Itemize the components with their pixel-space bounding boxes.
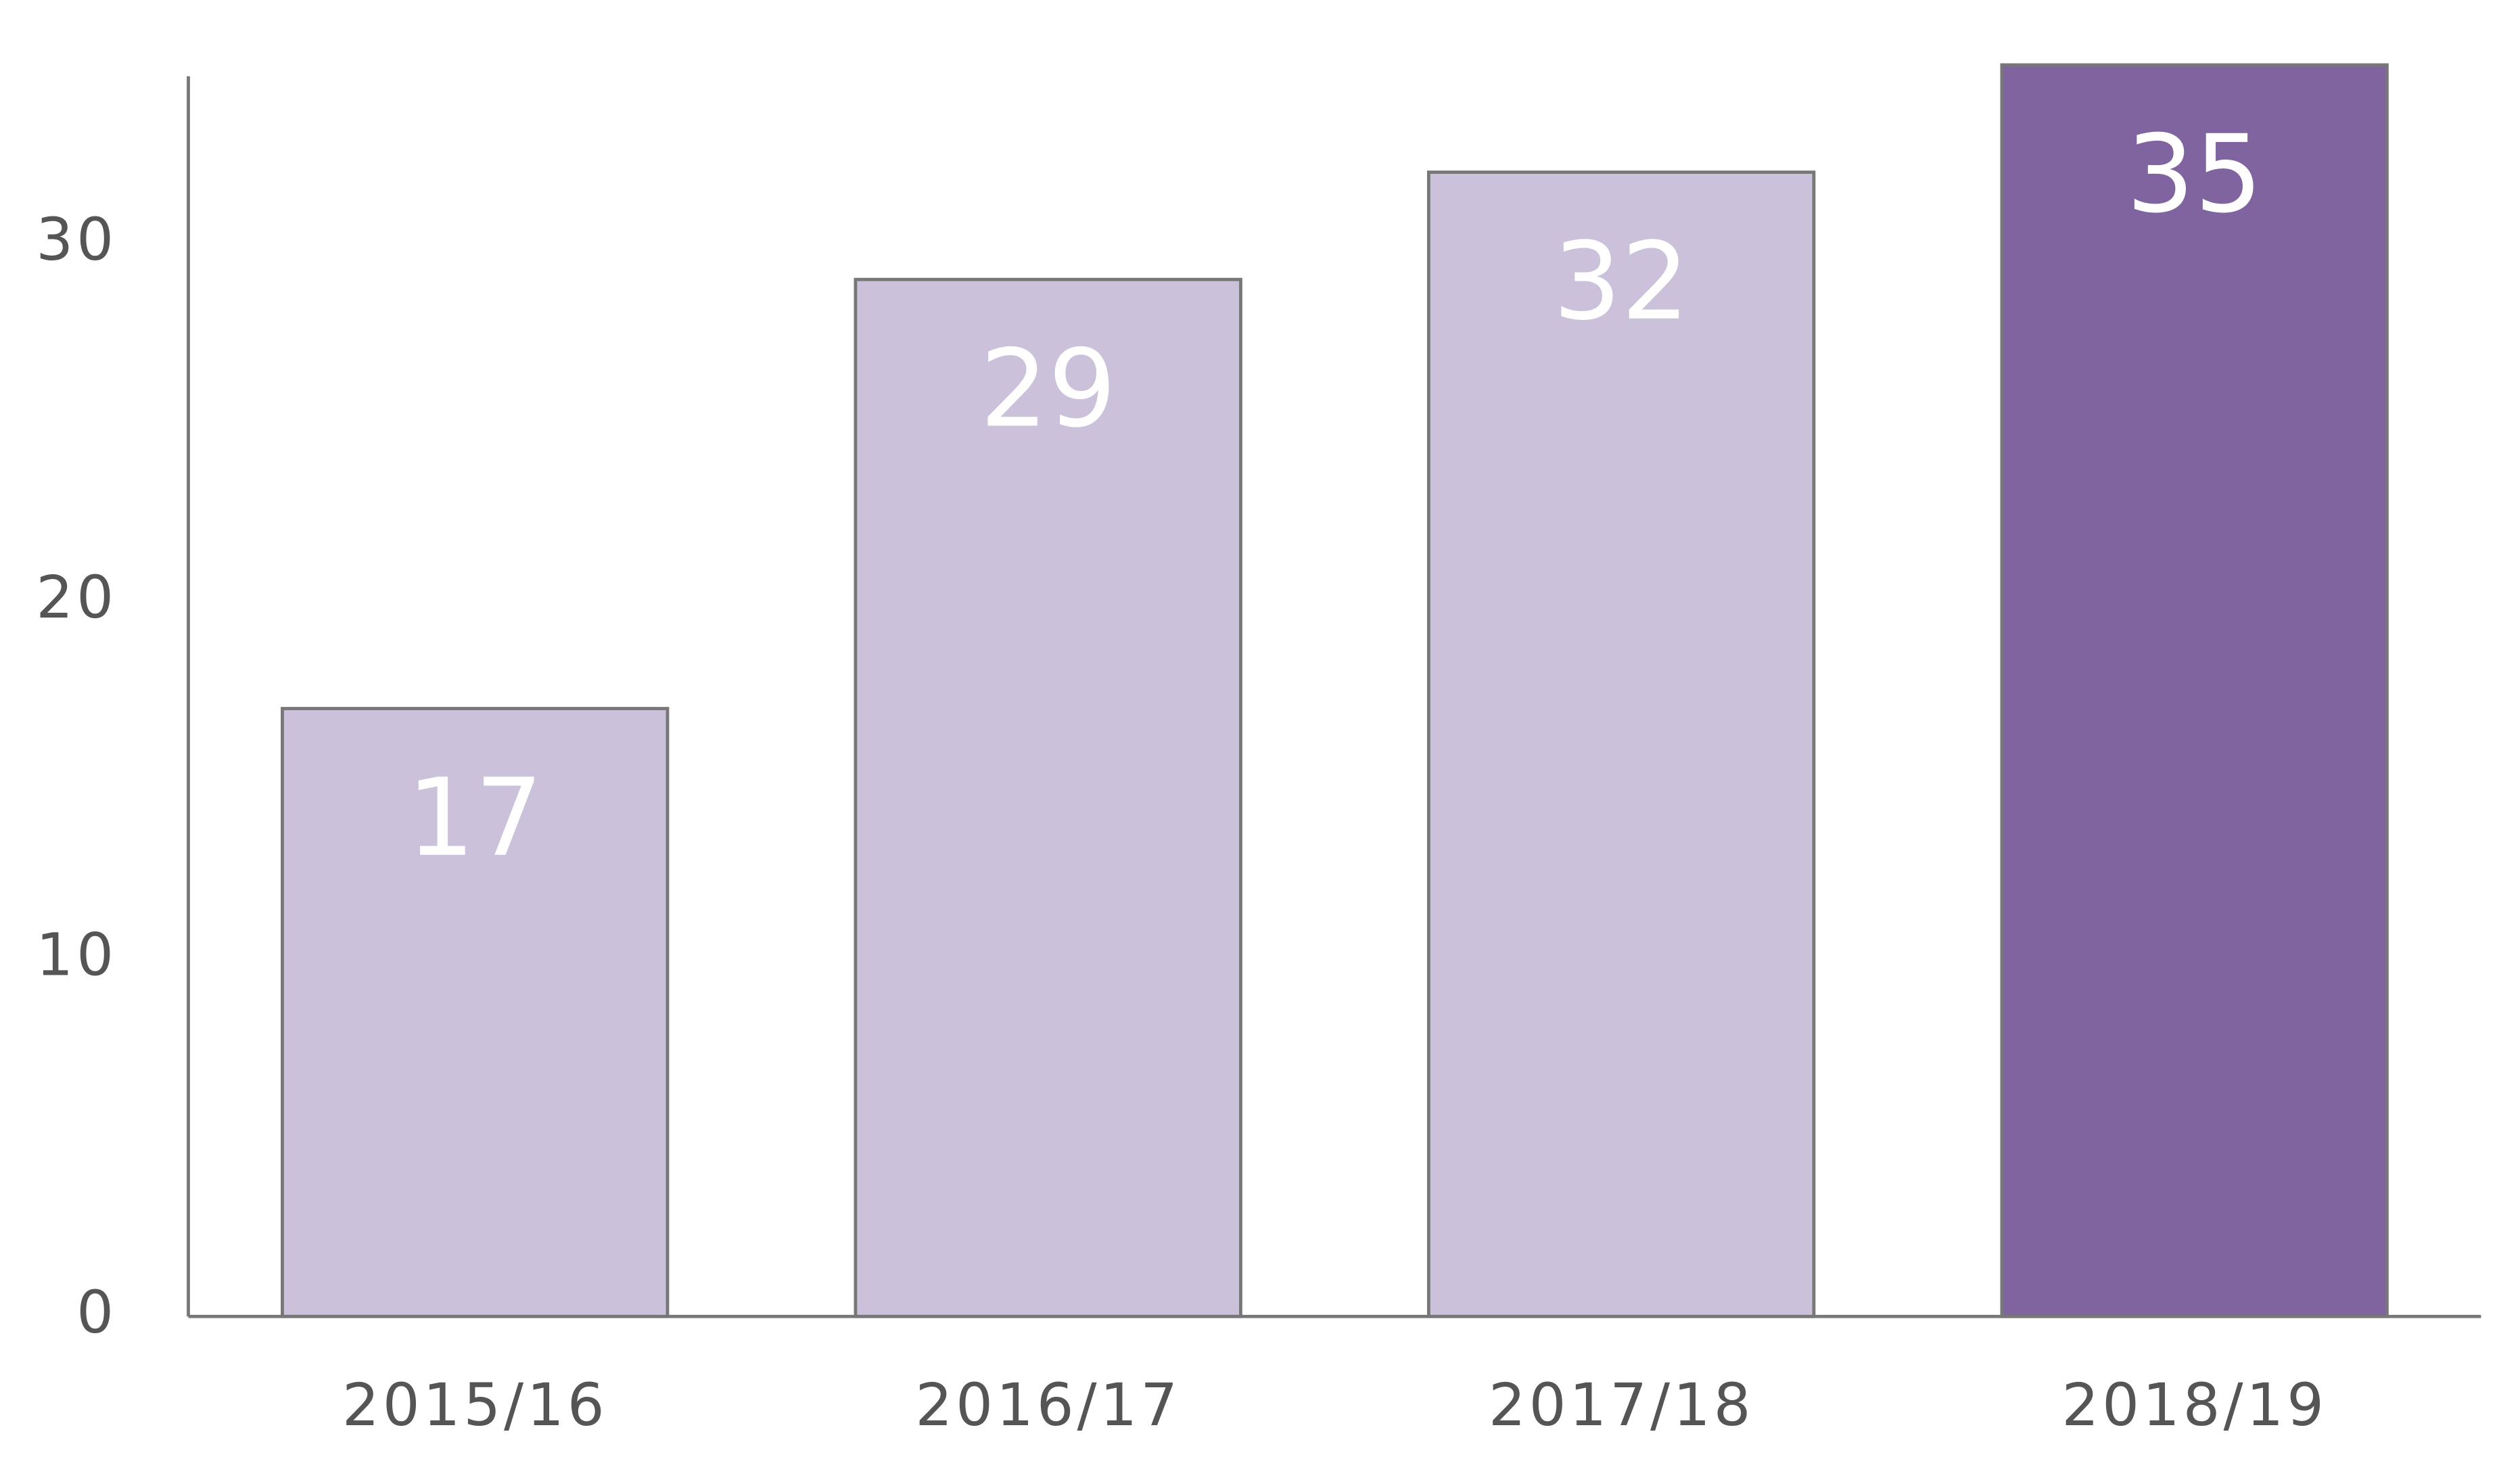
- y-tick-label: 0: [76, 1279, 117, 1347]
- y-tick-label: 30: [36, 206, 117, 274]
- x-tick-label: 2016/17: [915, 1372, 1181, 1439]
- value-label: 29: [980, 327, 1117, 451]
- bar: [281, 707, 670, 1318]
- x-tick-label: 2015/16: [342, 1372, 608, 1439]
- y-tick-label: 20: [36, 564, 117, 632]
- value-label: 17: [406, 756, 543, 881]
- y-tick-label: 10: [36, 922, 117, 990]
- x-tick-label: 2017/18: [1489, 1372, 1754, 1439]
- value-label: 32: [1553, 220, 1689, 344]
- bar: [854, 277, 1242, 1318]
- x-tick-label: 2018/19: [2061, 1372, 2327, 1439]
- bar: [2000, 63, 2389, 1318]
- bar: [1427, 170, 1816, 1318]
- value-label: 35: [2126, 112, 2263, 237]
